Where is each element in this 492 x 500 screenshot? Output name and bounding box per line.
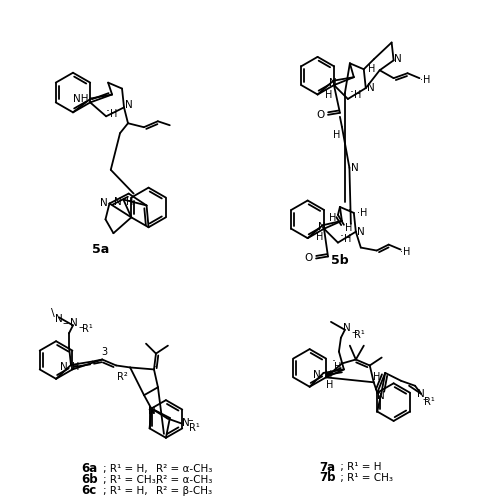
Text: ·: ·: [334, 373, 338, 386]
Text: ·H: ·H: [420, 75, 430, 85]
Text: ·: ·: [332, 355, 336, 368]
Text: H: H: [329, 213, 337, 223]
Text: ; R¹ = CH₃,: ; R¹ = CH₃,: [103, 475, 159, 485]
Text: H: H: [72, 362, 79, 372]
Text: N: N: [99, 198, 107, 208]
Text: H: H: [333, 130, 340, 140]
Text: R¹: R¹: [82, 324, 92, 334]
Text: \: \: [51, 308, 55, 318]
Text: H: H: [325, 370, 332, 380]
Text: N: N: [394, 54, 401, 64]
Text: H: H: [325, 90, 333, 100]
Text: O: O: [316, 110, 324, 120]
Text: 6c: 6c: [81, 484, 96, 498]
Text: –: –: [62, 318, 68, 328]
Text: H: H: [354, 90, 362, 100]
Text: N: N: [417, 388, 425, 398]
Text: R² = α-CH₃: R² = α-CH₃: [155, 475, 212, 485]
Text: R² = β-CH₃: R² = β-CH₃: [155, 486, 212, 496]
Text: ·H: ·H: [357, 208, 367, 218]
Text: ; R¹ = H,: ; R¹ = H,: [103, 464, 148, 474]
Text: N: N: [60, 362, 68, 372]
Text: N: N: [125, 100, 133, 110]
Text: R² = α-CH₃: R² = α-CH₃: [155, 464, 212, 474]
Text: H: H: [334, 362, 341, 372]
Text: H: H: [344, 234, 352, 243]
Text: R¹: R¹: [354, 330, 365, 340]
Text: N: N: [343, 323, 351, 333]
Text: ··: ··: [345, 205, 352, 215]
Text: ; R¹ = H: ; R¹ = H: [338, 462, 382, 472]
Text: 5a: 5a: [92, 242, 109, 256]
Text: 7a: 7a: [320, 460, 336, 473]
Text: N: N: [377, 390, 385, 400]
Text: NH: NH: [73, 94, 89, 104]
Text: –: –: [351, 327, 357, 337]
Text: ·: ·: [350, 86, 354, 100]
Text: 7b: 7b: [320, 472, 336, 484]
Text: N: N: [350, 163, 358, 173]
Text: H: H: [326, 380, 334, 390]
Text: N: N: [114, 196, 122, 206]
Text: R¹: R¹: [424, 396, 434, 406]
Text: H: H: [345, 223, 353, 233]
Text: N: N: [329, 78, 337, 88]
Text: N: N: [313, 370, 321, 380]
Text: –: –: [78, 322, 84, 332]
Text: O: O: [304, 254, 312, 264]
Text: N: N: [318, 222, 325, 232]
Text: R²: R²: [118, 372, 128, 382]
Text: H: H: [368, 64, 375, 74]
Text: 6b: 6b: [81, 474, 97, 486]
Text: –: –: [422, 394, 428, 404]
Text: N: N: [357, 226, 365, 236]
Text: –: –: [187, 416, 193, 426]
Text: ·: ·: [106, 105, 110, 118]
Text: N: N: [70, 318, 78, 328]
Text: ; R¹ = H,: ; R¹ = H,: [103, 486, 148, 496]
Text: R¹: R¹: [189, 424, 200, 434]
Text: N: N: [183, 418, 190, 428]
Text: 3: 3: [101, 346, 107, 356]
Text: ; R¹ = CH₃: ; R¹ = CH₃: [338, 473, 394, 483]
Text: H: H: [373, 372, 380, 382]
Text: N: N: [55, 314, 63, 324]
Text: 6a: 6a: [81, 462, 97, 475]
Text: H: H: [126, 196, 134, 206]
Text: 5b: 5b: [331, 254, 348, 268]
Text: H: H: [316, 232, 324, 241]
Text: ·: ·: [340, 230, 344, 243]
Text: H: H: [110, 110, 118, 120]
Text: N: N: [148, 406, 155, 415]
Text: ·H: ·H: [400, 246, 411, 256]
Text: ·: ·: [154, 361, 158, 374]
Text: N: N: [367, 83, 374, 93]
